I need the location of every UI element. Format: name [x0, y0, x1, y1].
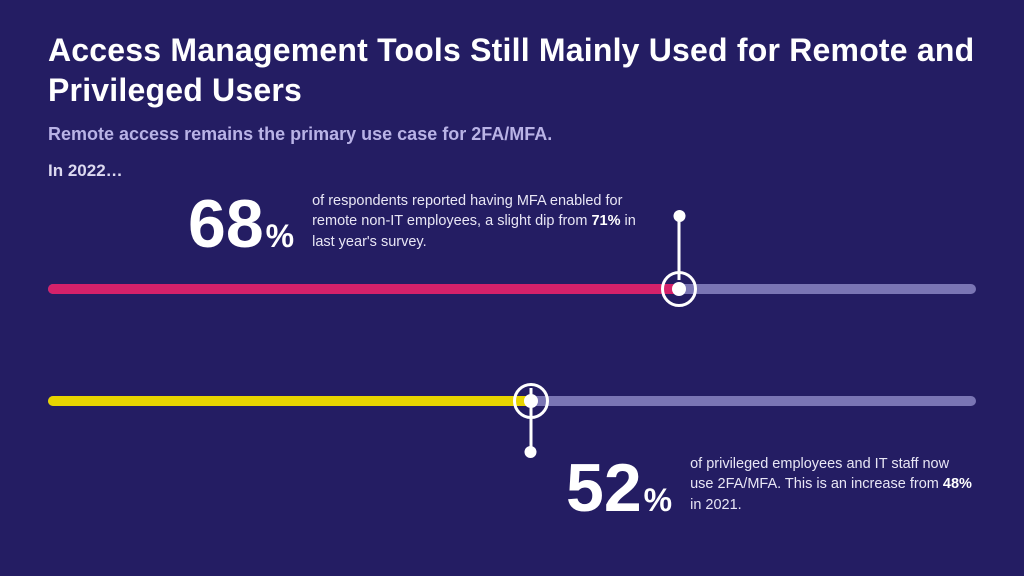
stat1-big-number: 68%	[188, 190, 294, 258]
stat2-pct-sign: %	[644, 482, 672, 518]
page-subtitle: Remote access remains the primary use ca…	[48, 124, 976, 145]
stat-block-2: 52% of privileged employees and IT staff…	[48, 370, 976, 522]
stat2-desc-post: in 2021.	[690, 497, 742, 513]
stat1-value: 68	[188, 186, 264, 262]
stat-block-1: 68% of respondents reported having MFA e…	[48, 190, 976, 298]
stat1-description: of respondents reported having MFA enabl…	[312, 191, 642, 258]
stat2-big-number: 52%	[566, 454, 672, 522]
stat2-desc-bold: 48%	[943, 476, 972, 492]
year-label: In 2022…	[48, 161, 976, 181]
stat1-desc-pre: of respondents reported having MFA enabl…	[312, 193, 622, 229]
stat1-marker	[661, 271, 697, 307]
stat2-bar	[48, 392, 976, 410]
stat2-body: 52% of privileged employees and IT staff…	[566, 454, 976, 522]
stat2-value: 52	[566, 450, 642, 526]
page-title: Access Management Tools Still Mainly Use…	[48, 30, 976, 110]
stat1-pct-sign: %	[266, 218, 294, 254]
stat1-bar-fill	[48, 284, 679, 294]
stat1-header: 68% of respondents reported having MFA e…	[188, 190, 976, 258]
infographic-page: Access Management Tools Still Mainly Use…	[0, 0, 1024, 576]
stat1-bar	[48, 280, 976, 298]
stat1-desc-bold: 71%	[591, 213, 620, 229]
stat2-stem	[529, 388, 532, 452]
stat2-desc-pre: of privileged employees and IT staff now…	[690, 456, 949, 492]
stat2-bar-fill	[48, 396, 531, 406]
stat2-description: of privileged employees and IT staff now…	[690, 454, 976, 521]
